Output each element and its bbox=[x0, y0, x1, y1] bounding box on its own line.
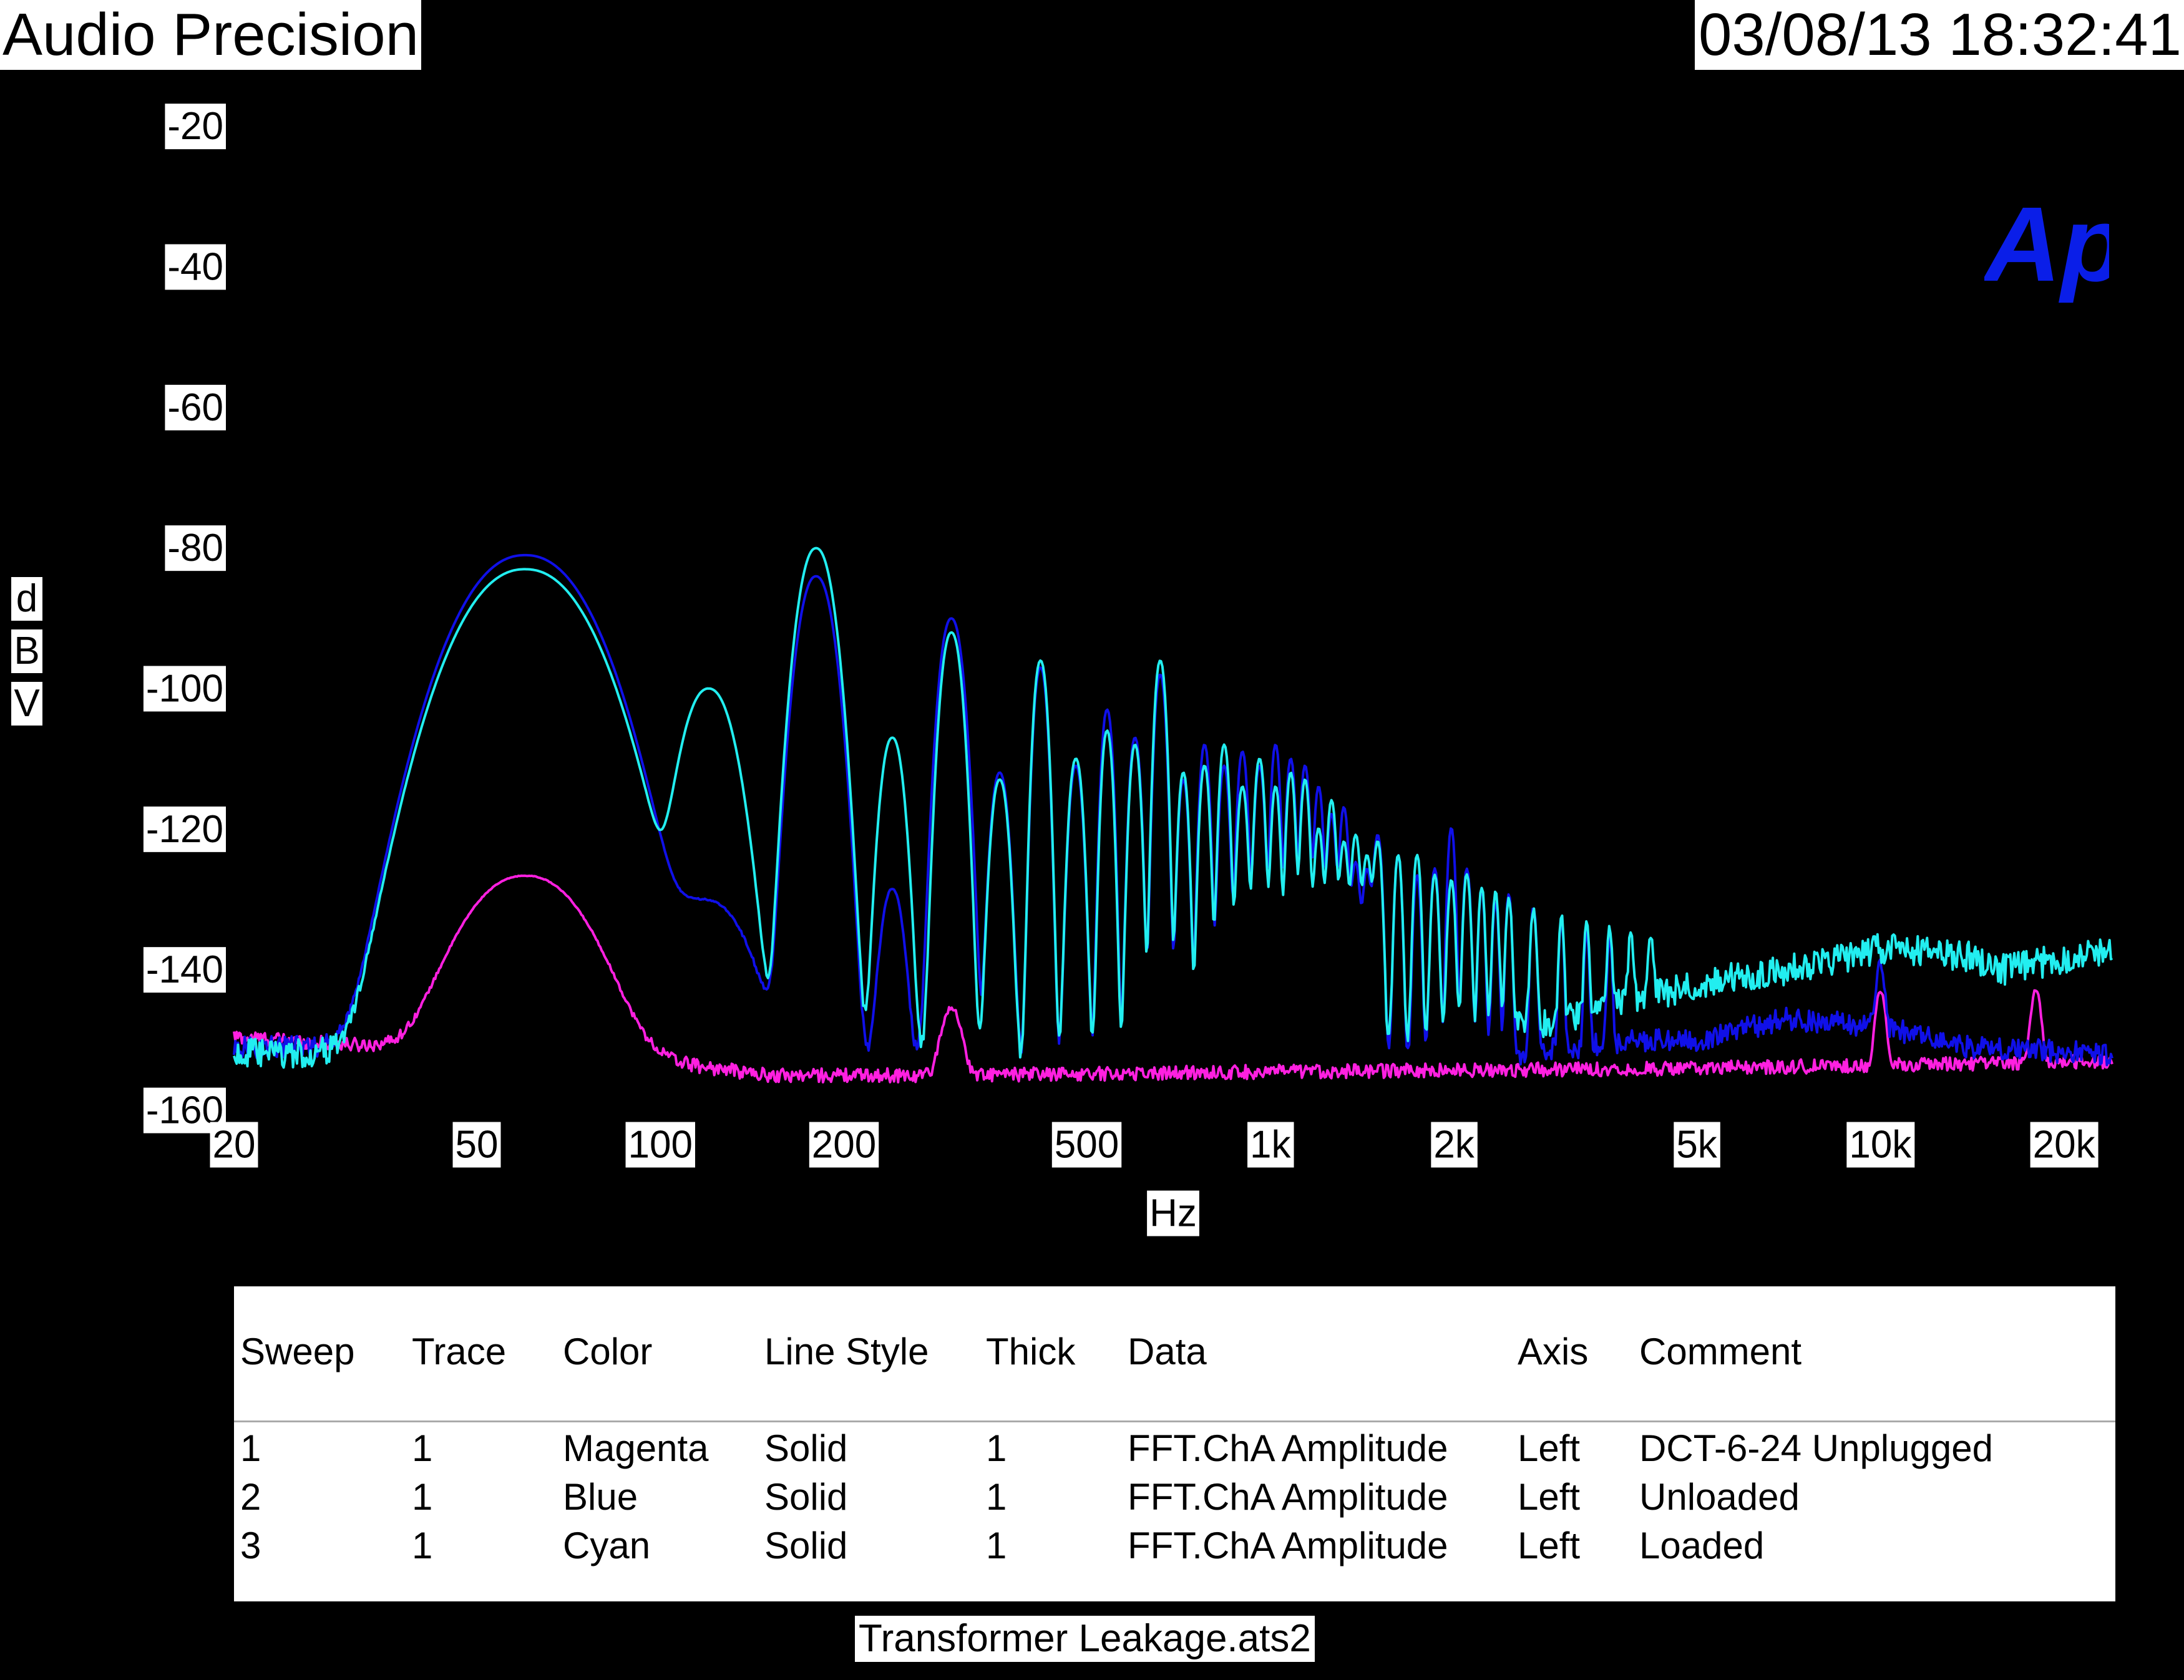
y-axis-label-letter: V bbox=[11, 682, 42, 726]
series-line-3 bbox=[233, 546, 2113, 1069]
x-tick-label: 2k bbox=[1431, 1122, 1478, 1168]
legend-cell: Loaded bbox=[1639, 1525, 1765, 1566]
legend-cell: FFT.ChA Amplitude bbox=[1128, 1476, 1448, 1518]
legend-header-axis: Axis bbox=[1518, 1331, 1589, 1372]
y-tick-label: -120 bbox=[143, 806, 226, 852]
svg-text:-60: -60 bbox=[167, 386, 223, 429]
svg-text:10k: 10k bbox=[1849, 1124, 1912, 1167]
svg-text:-40: -40 bbox=[167, 246, 223, 289]
x-axis-title: Hz bbox=[1147, 1190, 1199, 1236]
svg-text:-80: -80 bbox=[167, 527, 223, 570]
legend-cell: Solid bbox=[764, 1427, 848, 1469]
svg-text:500: 500 bbox=[1055, 1124, 1119, 1167]
legend-table: Sweep Trace Color Line Style Thick Data Axis Co… bbox=[234, 1286, 2115, 1601]
legend-cell: Solid bbox=[764, 1525, 848, 1566]
legend-cell: DCT-6-24 Unplugged bbox=[1639, 1427, 1993, 1469]
svg-text:-20: -20 bbox=[167, 105, 223, 148]
y-tick-labels: -20-40-60-80-100-120-140-160 bbox=[143, 104, 226, 1134]
x-tick-label: 10k bbox=[1846, 1122, 1915, 1168]
file-name: Transformer Leakage.ats2 bbox=[855, 1616, 1315, 1662]
legend-cell: Cyan bbox=[563, 1525, 651, 1566]
y-tick-label: -100 bbox=[143, 666, 226, 712]
y-tick-label: -40 bbox=[165, 244, 226, 290]
legend-cell: 1 bbox=[986, 1525, 1007, 1566]
legend-header-trace: Trace bbox=[412, 1331, 507, 1372]
ap-logo-text: Ap bbox=[1984, 190, 2109, 304]
app-title: Audio Precision bbox=[0, 0, 422, 70]
legend-cell: 2 bbox=[240, 1476, 261, 1518]
x-tick-label: 20k bbox=[2030, 1122, 2099, 1168]
legend-cell: Left bbox=[1518, 1476, 1581, 1518]
legend-divider bbox=[234, 1420, 2115, 1422]
legend-header-color: Color bbox=[563, 1331, 653, 1372]
legend-cell: Magenta bbox=[563, 1427, 709, 1469]
timestamp: 03/08/13 18:32:41 bbox=[1694, 0, 2184, 70]
y-axis-label-letter: d bbox=[11, 577, 42, 621]
legend-header-thick: Thick bbox=[986, 1331, 1076, 1372]
svg-text:20: 20 bbox=[213, 1124, 256, 1167]
y-tick-label: -80 bbox=[165, 525, 226, 571]
legend-cell: 1 bbox=[240, 1427, 261, 1469]
svg-text:-120: -120 bbox=[146, 808, 223, 851]
legend-cell: 3 bbox=[240, 1525, 261, 1566]
x-tick-label: 500 bbox=[1051, 1122, 1122, 1168]
y-tick-label: -20 bbox=[165, 104, 226, 150]
svg-text:5k: 5k bbox=[1676, 1124, 1717, 1167]
legend-cell: 1 bbox=[412, 1525, 433, 1566]
x-tick-labels: 20 50 100 200 500 1k 2k 5k 10k 20k bbox=[210, 1122, 2099, 1168]
y-tick-label: -60 bbox=[165, 384, 226, 430]
legend-header-line-style: Line Style bbox=[764, 1331, 929, 1372]
x-tick-label: 50 bbox=[452, 1122, 501, 1168]
x-tick-label: 200 bbox=[809, 1122, 879, 1168]
legend-cell: Left bbox=[1518, 1427, 1581, 1469]
x-tick-label: 100 bbox=[625, 1122, 695, 1168]
series-line-1 bbox=[233, 874, 2113, 1084]
svg-text:1k: 1k bbox=[1250, 1124, 1291, 1167]
x-tick-label: 5k bbox=[1674, 1122, 1720, 1168]
legend-cell: Unloaded bbox=[1639, 1476, 1800, 1518]
svg-text:200: 200 bbox=[812, 1124, 876, 1167]
ap-logo: Ap bbox=[1984, 190, 2109, 304]
legend-cell: 1 bbox=[412, 1427, 433, 1469]
svg-text:-140: -140 bbox=[146, 948, 223, 991]
svg-text:-100: -100 bbox=[146, 668, 223, 711]
svg-text:Hz: Hz bbox=[1149, 1192, 1197, 1235]
x-axis-label: Hz bbox=[1147, 1190, 1199, 1236]
legend-header-comment: Comment bbox=[1639, 1331, 1802, 1372]
series-line-2 bbox=[233, 553, 2113, 1067]
y-axis-label-letter: B bbox=[11, 629, 42, 673]
legend-header-sweep: Sweep bbox=[240, 1331, 355, 1372]
legend-header-data: Data bbox=[1128, 1331, 1207, 1372]
svg-text:100: 100 bbox=[628, 1124, 693, 1167]
svg-text:50: 50 bbox=[456, 1124, 499, 1167]
legend-cell: Solid bbox=[764, 1476, 848, 1518]
legend-cell: 1 bbox=[986, 1427, 1007, 1469]
x-tick-label: 20 bbox=[210, 1122, 258, 1168]
svg-text:2k: 2k bbox=[1433, 1124, 1475, 1167]
legend-cell: 1 bbox=[986, 1476, 1007, 1518]
x-tick-label: 1k bbox=[1247, 1122, 1294, 1168]
chart-traces bbox=[233, 546, 2113, 1084]
legend-cell: FFT.ChA Amplitude bbox=[1128, 1525, 1448, 1566]
legend-cell: 1 bbox=[412, 1476, 433, 1518]
legend-cell: Blue bbox=[563, 1476, 638, 1518]
y-tick-label: -140 bbox=[143, 947, 226, 993]
legend-cell: FFT.ChA Amplitude bbox=[1128, 1427, 1448, 1469]
svg-text:20k: 20k bbox=[2033, 1124, 2096, 1167]
legend-cell: Left bbox=[1518, 1525, 1581, 1566]
